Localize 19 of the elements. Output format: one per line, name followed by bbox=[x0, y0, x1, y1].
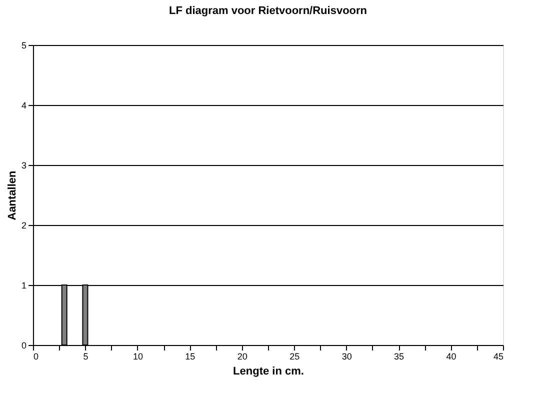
x-tick-label: 10 bbox=[132, 352, 143, 362]
y-tick-label: 0 bbox=[21, 340, 26, 350]
x-axis-title: Lengte in cm. bbox=[233, 366, 304, 378]
x-tick-label: 0 bbox=[34, 352, 39, 362]
y-tick-label: 5 bbox=[21, 40, 26, 50]
y-tick-label: 1 bbox=[21, 280, 26, 290]
x-tick-label: 25 bbox=[290, 352, 300, 362]
x-tick-label: 30 bbox=[342, 352, 352, 362]
y-tick-label: 4 bbox=[21, 100, 26, 110]
x-tick-label: 40 bbox=[446, 352, 456, 362]
x-tick-label: 5 bbox=[83, 352, 88, 362]
x-tick-label: 45 bbox=[493, 352, 504, 362]
y-axis-title: Aantallen bbox=[6, 170, 18, 220]
chart-title: LF diagram voor Rietvoorn/Ruisvoorn bbox=[168, 5, 368, 17]
y-tick-label: 2 bbox=[21, 220, 26, 230]
x-tick-label: 20 bbox=[237, 352, 248, 362]
x-tick-label: 15 bbox=[185, 352, 196, 362]
x-tick-label: 35 bbox=[394, 352, 404, 362]
y-tick-label: 3 bbox=[21, 160, 26, 170]
